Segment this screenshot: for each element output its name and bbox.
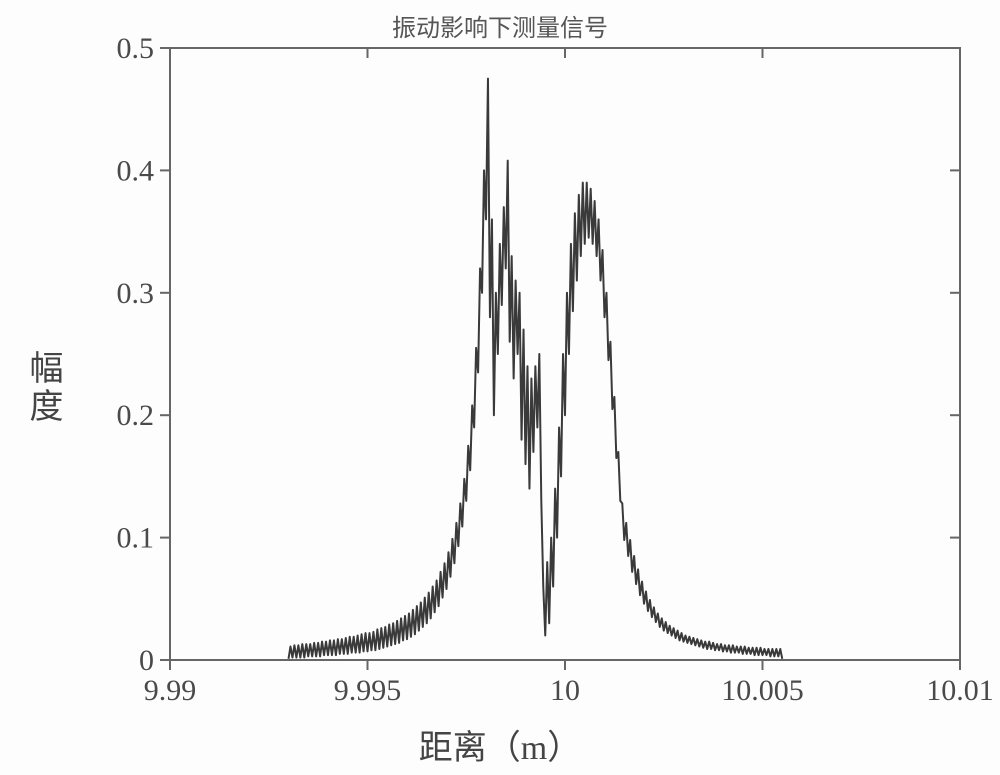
y-axis-label: 幅度 xyxy=(18,350,67,426)
svg-text:0.2: 0.2 xyxy=(117,399,155,432)
svg-text:10: 10 xyxy=(550,674,580,707)
chart-title: 振动影响下测量信号 xyxy=(0,8,1000,43)
svg-text:9.995: 9.995 xyxy=(334,674,402,707)
chart-container: 振动影响下测量信号 幅度 距离（m） 00.10.20.30.40.59.999… xyxy=(0,0,1000,775)
svg-text:0.4: 0.4 xyxy=(117,154,155,187)
svg-text:0.3: 0.3 xyxy=(117,277,155,310)
chart-svg: 00.10.20.30.40.59.999.9951010.00510.01 xyxy=(0,0,1000,775)
svg-text:9.99: 9.99 xyxy=(144,674,197,707)
svg-text:0: 0 xyxy=(139,644,154,677)
svg-text:10.01: 10.01 xyxy=(926,674,994,707)
svg-text:0.1: 0.1 xyxy=(117,522,155,555)
x-axis-label: 距离（m） xyxy=(0,720,1000,769)
svg-text:10.005: 10.005 xyxy=(721,674,804,707)
